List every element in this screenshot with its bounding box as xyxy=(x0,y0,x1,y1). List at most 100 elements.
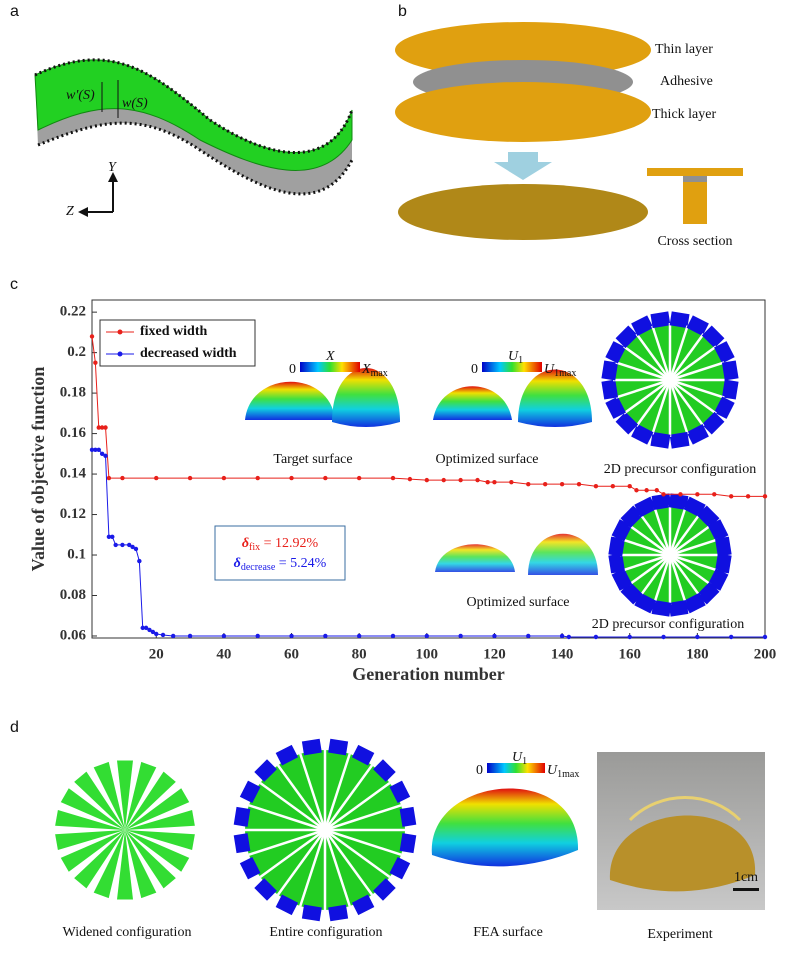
point xyxy=(143,625,149,631)
delta-symbol: δ xyxy=(242,536,249,551)
wedge xyxy=(93,761,125,830)
tooth xyxy=(611,568,633,591)
caption: FEA surface xyxy=(473,925,543,940)
delta-value: = 12.92% xyxy=(260,536,318,551)
plot-frame xyxy=(91,299,766,639)
point xyxy=(762,494,768,499)
slit xyxy=(635,379,672,427)
slit xyxy=(615,378,671,399)
slit xyxy=(628,524,671,557)
tooth xyxy=(669,311,690,329)
tooth xyxy=(328,738,349,756)
tooth xyxy=(620,581,644,605)
point xyxy=(154,631,159,637)
point xyxy=(323,633,328,639)
tooth xyxy=(696,505,720,529)
point xyxy=(356,475,362,481)
arrowhead xyxy=(78,207,88,217)
y-tick-label: 0.16 xyxy=(60,425,87,441)
colorbar-label: 0 xyxy=(476,763,483,778)
colorbar-label: X xyxy=(325,349,335,364)
dome xyxy=(518,369,592,427)
slit xyxy=(669,361,725,382)
cross-thick xyxy=(683,182,707,224)
point xyxy=(221,475,227,481)
y-axis-label: Value of objective function xyxy=(28,367,48,572)
point xyxy=(627,484,632,489)
boundary xyxy=(37,121,354,196)
slit xyxy=(639,554,672,597)
caption: Entire configuration xyxy=(269,925,382,940)
legend-box xyxy=(99,319,256,367)
annotation: 2D precursor configuration xyxy=(604,462,756,477)
slit xyxy=(276,829,327,896)
photo-ribs xyxy=(628,796,742,822)
colorbar-max: U xyxy=(547,763,558,778)
wedge xyxy=(93,830,125,899)
y-tick-label: 0.12 xyxy=(60,506,86,522)
slit xyxy=(324,828,391,879)
colorbar-name: X xyxy=(325,349,335,364)
slit xyxy=(248,828,326,856)
dome xyxy=(528,533,598,575)
point xyxy=(137,558,142,564)
point xyxy=(654,488,659,493)
colorbar-label: U1max xyxy=(544,362,576,379)
point xyxy=(140,625,145,631)
point xyxy=(593,484,599,489)
tooth xyxy=(668,600,689,617)
point xyxy=(526,481,531,487)
tooth xyxy=(683,592,706,614)
bonded-disc xyxy=(398,184,648,240)
slit xyxy=(669,345,717,382)
slit xyxy=(323,764,374,831)
tooth xyxy=(239,856,261,880)
slit xyxy=(669,378,725,399)
point xyxy=(170,633,176,639)
legend-marker xyxy=(117,351,123,357)
point xyxy=(96,425,101,430)
layer-label: Thin layer xyxy=(655,42,713,57)
tooth xyxy=(239,780,261,804)
colorbar xyxy=(487,763,545,773)
wedge xyxy=(55,810,125,830)
tooth xyxy=(715,536,732,557)
colorbar-label: 0 xyxy=(289,362,296,377)
panel-c-insets xyxy=(214,362,598,581)
point xyxy=(289,633,294,639)
point xyxy=(407,476,413,482)
annotation: Optimized surface xyxy=(466,595,569,610)
tooth xyxy=(669,431,690,449)
slit xyxy=(623,378,671,415)
slit xyxy=(669,538,718,557)
tooth xyxy=(301,904,322,922)
point xyxy=(93,360,98,365)
tooth xyxy=(351,744,375,766)
x-tick-label: 140 xyxy=(551,646,574,662)
tooth xyxy=(301,738,322,756)
tooth xyxy=(721,360,739,381)
point xyxy=(187,475,193,481)
x-tick-label: 80 xyxy=(352,646,367,662)
point xyxy=(762,634,768,640)
point xyxy=(255,475,260,481)
point xyxy=(154,475,159,481)
point xyxy=(390,633,396,639)
point xyxy=(542,481,548,487)
tooth xyxy=(620,505,644,529)
point xyxy=(89,334,95,339)
point xyxy=(106,475,112,481)
arrowhead xyxy=(108,172,118,182)
point xyxy=(323,475,328,481)
point xyxy=(356,633,362,639)
scale-bar xyxy=(733,888,759,891)
point xyxy=(559,633,565,639)
slit xyxy=(323,829,351,907)
colorbar-name: U xyxy=(508,349,519,364)
series-line xyxy=(91,336,765,497)
photo-dome xyxy=(609,815,756,892)
point xyxy=(566,634,572,640)
slit xyxy=(299,829,327,907)
x-tick-label: 180 xyxy=(686,646,709,662)
